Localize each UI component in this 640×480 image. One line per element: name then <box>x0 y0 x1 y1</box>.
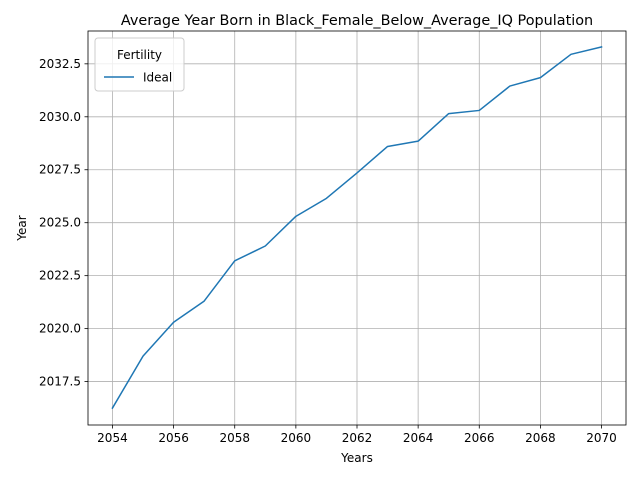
x-tick-label: 2066 <box>464 431 495 445</box>
x-tick-label: 2056 <box>158 431 189 445</box>
y-tick-label: 2017.5 <box>39 375 81 389</box>
x-axis: 2054 2056 2058 2060 2062 2064 2066 2068 2070 <box>97 425 617 445</box>
x-tick-label: 2058 <box>219 431 250 445</box>
x-tick-label: 2060 <box>281 431 312 445</box>
legend-title: Fertility <box>117 48 162 62</box>
y-tick-label: 2030.0 <box>39 110 81 124</box>
y-tick-label: 2032.5 <box>39 57 81 71</box>
legend-entry-label: Ideal <box>143 71 172 85</box>
legend: Fertility Ideal <box>94 37 185 92</box>
x-tick-label: 2070 <box>586 431 617 445</box>
y-tick-label: 2020.0 <box>39 322 81 336</box>
x-axis-label: Years <box>340 451 373 465</box>
x-tick-label: 2068 <box>525 431 556 445</box>
y-tick-label: 2022.5 <box>39 269 81 283</box>
chart-title: Average Year Born in Black_Female_Below_… <box>121 13 593 29</box>
y-axis-label: Year <box>15 215 29 241</box>
y-tick-label: 2027.5 <box>39 163 81 177</box>
x-tick-label: 2062 <box>342 431 373 445</box>
x-tick-label: 2064 <box>403 431 434 445</box>
grid <box>88 31 626 425</box>
series-layer <box>111 45 603 410</box>
y-tick-label: 2025.0 <box>39 216 81 230</box>
series-line-ideal <box>111 45 603 410</box>
x-tick-label: 2054 <box>97 431 128 445</box>
y-axis: 2017.5 2020.0 2022.5 2025.0 2027.5 2030.0 2032… <box>39 57 88 389</box>
